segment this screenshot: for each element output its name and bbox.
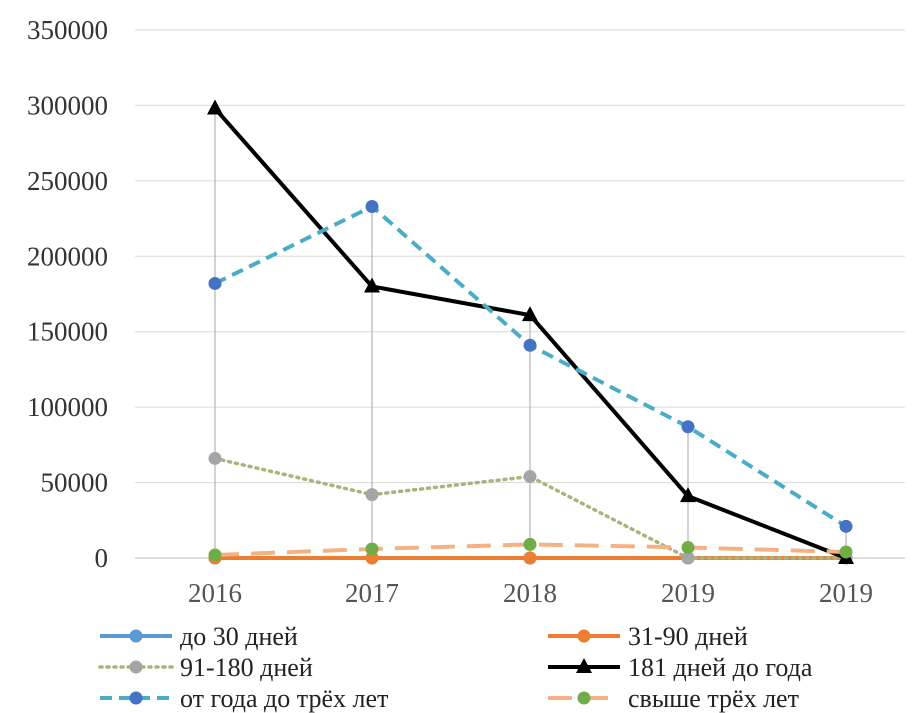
- x-tick-label: 2019: [661, 578, 715, 608]
- data-point: [839, 519, 853, 533]
- x-tick-label: 2019: [819, 578, 873, 608]
- data-point: [523, 470, 537, 484]
- series-line: [213, 456, 848, 560]
- series-line: [214, 542, 847, 557]
- data-point: [364, 277, 380, 293]
- legend-item: 31-90 дней: [548, 622, 748, 651]
- data-point: [681, 540, 695, 554]
- legend-swatch-marker: [129, 660, 143, 674]
- legend-item: 181 дней до года: [548, 653, 813, 682]
- data-point: [681, 551, 695, 565]
- data-point: [208, 276, 222, 290]
- y-tick-label: 300000: [27, 90, 108, 120]
- drop-lines: [214, 108, 847, 558]
- x-tick-label: 2017: [345, 578, 399, 608]
- data-point: [365, 200, 379, 214]
- data-point: [681, 420, 695, 434]
- series-5: [208, 200, 853, 533]
- x-tick-label: 2018: [503, 578, 557, 608]
- data-point: [208, 548, 222, 562]
- legend-item: до 30 дней: [100, 622, 298, 651]
- x-tick-label: 2016: [188, 578, 242, 608]
- series-4: [207, 99, 854, 564]
- y-tick-label: 150000: [27, 317, 108, 347]
- legend-label: 31-90 дней: [628, 622, 748, 651]
- legend-item: 91-180 дней: [98, 653, 313, 682]
- data-point: [522, 306, 538, 322]
- y-tick-label: 250000: [27, 166, 108, 196]
- y-tick-label: 50000: [41, 468, 109, 498]
- legend-swatch-marker: [129, 691, 143, 705]
- series-6: [208, 537, 853, 562]
- y-tick-label: 100000: [27, 392, 108, 422]
- legend-swatch-marker: [577, 691, 591, 705]
- gridlines: [135, 29, 905, 559]
- legend-swatch-marker: [576, 658, 592, 673]
- legend-label: от года до трёх лет: [180, 684, 388, 713]
- y-tick-label: 0: [95, 543, 109, 573]
- data-point: [839, 545, 853, 559]
- legend-label: 181 дней до года: [628, 653, 813, 682]
- data-point: [523, 537, 537, 551]
- legend-swatch-marker: [577, 629, 591, 643]
- data-point: [365, 488, 379, 502]
- y-tick-label: 350000: [27, 15, 108, 45]
- data-point: [208, 451, 222, 465]
- legend-label: свыше трёх лет: [628, 684, 799, 713]
- legend-label: до 30 дней: [180, 622, 298, 651]
- legend-item: свыше трёх лет: [548, 684, 799, 713]
- legend-item: от года до трёх лет: [100, 684, 388, 713]
- data-point: [207, 99, 223, 115]
- series-group: [207, 99, 854, 565]
- y-tick-label: 200000: [27, 241, 108, 271]
- legend: до 30 дней 31-90 дней 91-180 дней 181 дней …: [98, 622, 813, 713]
- x-axis: 2016 2017 2018 2019 2019: [188, 578, 873, 608]
- data-point: [365, 551, 379, 565]
- data-point: [680, 487, 696, 503]
- data-point: [523, 551, 537, 565]
- data-point: [365, 542, 379, 556]
- legend-swatch-marker: [129, 629, 143, 643]
- data-point: [523, 338, 537, 352]
- legend-label: 91-180 дней: [180, 653, 313, 682]
- y-axis: 0 50000 100000 150000 200000 250000 300000 3500…: [27, 15, 108, 573]
